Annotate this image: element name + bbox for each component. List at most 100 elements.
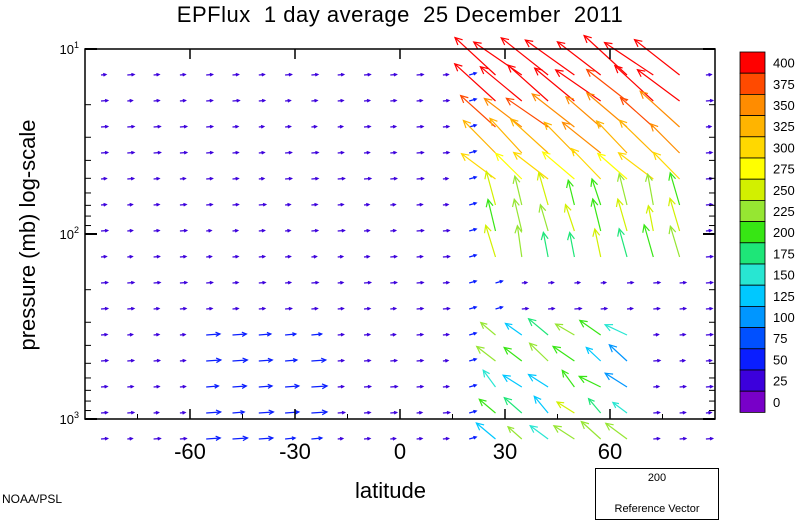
vector-arrow xyxy=(311,72,320,77)
vector-arrow xyxy=(541,151,575,180)
vector-arrow xyxy=(232,435,249,442)
vector-arrow xyxy=(285,98,292,103)
vector-arrow xyxy=(503,346,523,362)
vector-arrow xyxy=(179,306,188,311)
vector-arrow xyxy=(442,254,451,259)
vector-arrow xyxy=(390,254,398,259)
colorbar-label: 250 xyxy=(773,183,795,198)
vector-arrow xyxy=(472,41,523,76)
vector-arrow xyxy=(153,254,161,259)
colorbar-box xyxy=(739,263,766,286)
vector-arrow xyxy=(127,228,134,233)
vector-arrow xyxy=(442,332,451,337)
colorbar-box xyxy=(739,369,766,392)
vector-arrow xyxy=(561,369,575,388)
vector-arrow xyxy=(483,97,523,128)
vector-arrow xyxy=(206,202,214,207)
vector-arrow xyxy=(390,98,398,103)
colorbar-box xyxy=(739,327,766,350)
vector-arrow xyxy=(127,176,136,181)
vector-arrow xyxy=(416,384,425,389)
vector-arrow xyxy=(390,176,399,181)
x-tick-label: -30 xyxy=(279,439,311,464)
reference-vector-value: 200 xyxy=(647,472,667,484)
vector-arrow xyxy=(285,357,299,363)
vector-arrow xyxy=(390,280,398,285)
vector-arrow xyxy=(285,254,292,259)
colorbar-label: 225 xyxy=(773,204,795,219)
vector-arrow xyxy=(619,96,654,128)
vector-arrow xyxy=(153,124,162,129)
colorbar-label: 25 xyxy=(773,374,787,389)
vector-arrow xyxy=(337,384,345,389)
vector-arrow xyxy=(603,41,654,76)
vector-arrow xyxy=(390,358,399,363)
vector-arrow xyxy=(285,228,292,233)
vector-arrow xyxy=(337,98,345,103)
vector-arrow xyxy=(127,358,136,363)
vector-arrow xyxy=(232,383,248,389)
vector-arrow xyxy=(626,280,635,285)
vector-arrow xyxy=(100,332,109,337)
vector-arrow xyxy=(363,202,371,207)
vector-arrow xyxy=(479,65,523,102)
vector-arrow xyxy=(127,150,136,155)
vector-arrow xyxy=(363,176,373,181)
vector-arrow xyxy=(653,358,662,363)
x-tick-label: 60 xyxy=(598,439,622,464)
vector-arrow xyxy=(179,332,187,337)
vector-arrow xyxy=(127,410,136,415)
vector-arrow xyxy=(469,279,478,284)
vector-arrow xyxy=(232,254,240,259)
vector-arrow xyxy=(613,64,654,102)
vector-arrow xyxy=(127,306,136,311)
vector-arrow xyxy=(390,72,398,77)
vector-arrow xyxy=(705,124,713,129)
reference-vector-box: 200 Reference Vector xyxy=(595,468,719,520)
vector-arrow xyxy=(206,435,222,441)
colorbar-box xyxy=(739,390,766,413)
vector-arrow xyxy=(258,98,267,103)
vector-arrow xyxy=(603,324,628,336)
vector-arrow xyxy=(639,90,681,128)
colorbar-box xyxy=(739,136,766,159)
colorbar-label: 50 xyxy=(773,352,787,367)
vector-arrow xyxy=(527,373,549,388)
vector-arrow xyxy=(618,119,654,154)
vector-arrow xyxy=(583,34,628,76)
colorbar-box xyxy=(739,51,766,74)
vector-arrow xyxy=(258,280,267,285)
vector-arrow xyxy=(390,228,398,233)
vector-arrow xyxy=(679,280,688,285)
vector-arrow xyxy=(285,332,298,337)
vector-arrow xyxy=(258,228,266,233)
vector-arrow xyxy=(232,150,240,155)
vector-arrow xyxy=(206,124,215,129)
vector-arrow xyxy=(501,374,523,388)
vector-arrow xyxy=(337,176,346,181)
vector-arrow xyxy=(442,410,452,415)
vector-arrow xyxy=(258,254,267,259)
vector-arrow xyxy=(179,410,187,415)
vector-arrow xyxy=(442,98,451,103)
vector-arrow xyxy=(554,69,602,102)
vector-arrow xyxy=(416,410,424,415)
vector-arrow xyxy=(578,319,602,336)
y-axis-label-wrap: pressure (mb) log-scale xyxy=(0,0,40,521)
vector-arrow xyxy=(179,150,189,155)
vector-arrow xyxy=(179,72,187,77)
vector-arrow xyxy=(585,346,602,362)
vector-arrow xyxy=(179,280,189,285)
vector-arrow xyxy=(527,317,549,336)
vector-arrow xyxy=(285,72,293,77)
vector-arrow xyxy=(285,409,301,415)
colorbar-box xyxy=(739,305,766,328)
vector-arrow xyxy=(416,436,424,441)
vector-arrow xyxy=(232,202,240,207)
vector-arrow xyxy=(653,436,661,441)
vector-arrow xyxy=(390,124,398,129)
vector-arrow xyxy=(668,171,681,206)
y-tick-label: 101 xyxy=(60,40,79,57)
colorbar-box xyxy=(739,199,766,222)
